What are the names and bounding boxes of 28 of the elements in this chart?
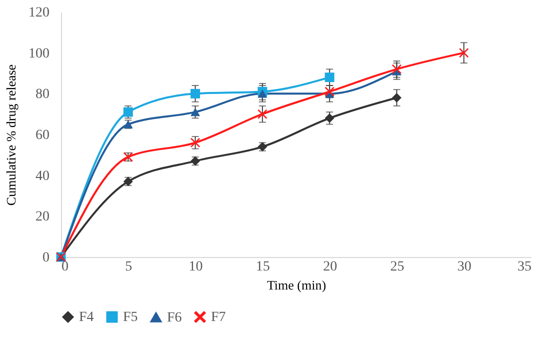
y-axis-title: Cumulative % drug release: [4, 64, 18, 206]
legend-label: F6: [167, 310, 182, 326]
x-tick-label: 25: [390, 260, 404, 274]
x-tick-label: 30: [457, 260, 472, 274]
point: [190, 88, 200, 98]
legend-label: F4: [79, 310, 94, 325]
y-tick-label: 20: [36, 210, 50, 225]
y-tick-label: 40: [36, 168, 50, 184]
x-tick-label: 20: [323, 260, 338, 274]
y-tick-label: 80: [36, 87, 50, 102]
x-tick-label: 35: [518, 260, 532, 274]
point: [190, 108, 200, 116]
y-tick-label: 100: [28, 46, 50, 62]
x-tick-label: 10: [188, 260, 203, 274]
x-tick-label: 5: [125, 260, 132, 274]
point: [459, 48, 469, 58]
point: [392, 93, 402, 102]
point: [392, 64, 402, 74]
point: [258, 90, 268, 98]
legend-label: F5: [123, 310, 138, 325]
point: [324, 72, 334, 82]
x-axis-title: Time (min): [266, 278, 326, 292]
point: [258, 109, 268, 119]
y-tick-label: 120: [28, 6, 50, 20]
legend-label: F7: [211, 310, 226, 325]
x-tick-label: 0: [62, 260, 68, 274]
x-tick-label: 15: [256, 260, 270, 274]
y-tick-label: 60: [36, 128, 50, 143]
